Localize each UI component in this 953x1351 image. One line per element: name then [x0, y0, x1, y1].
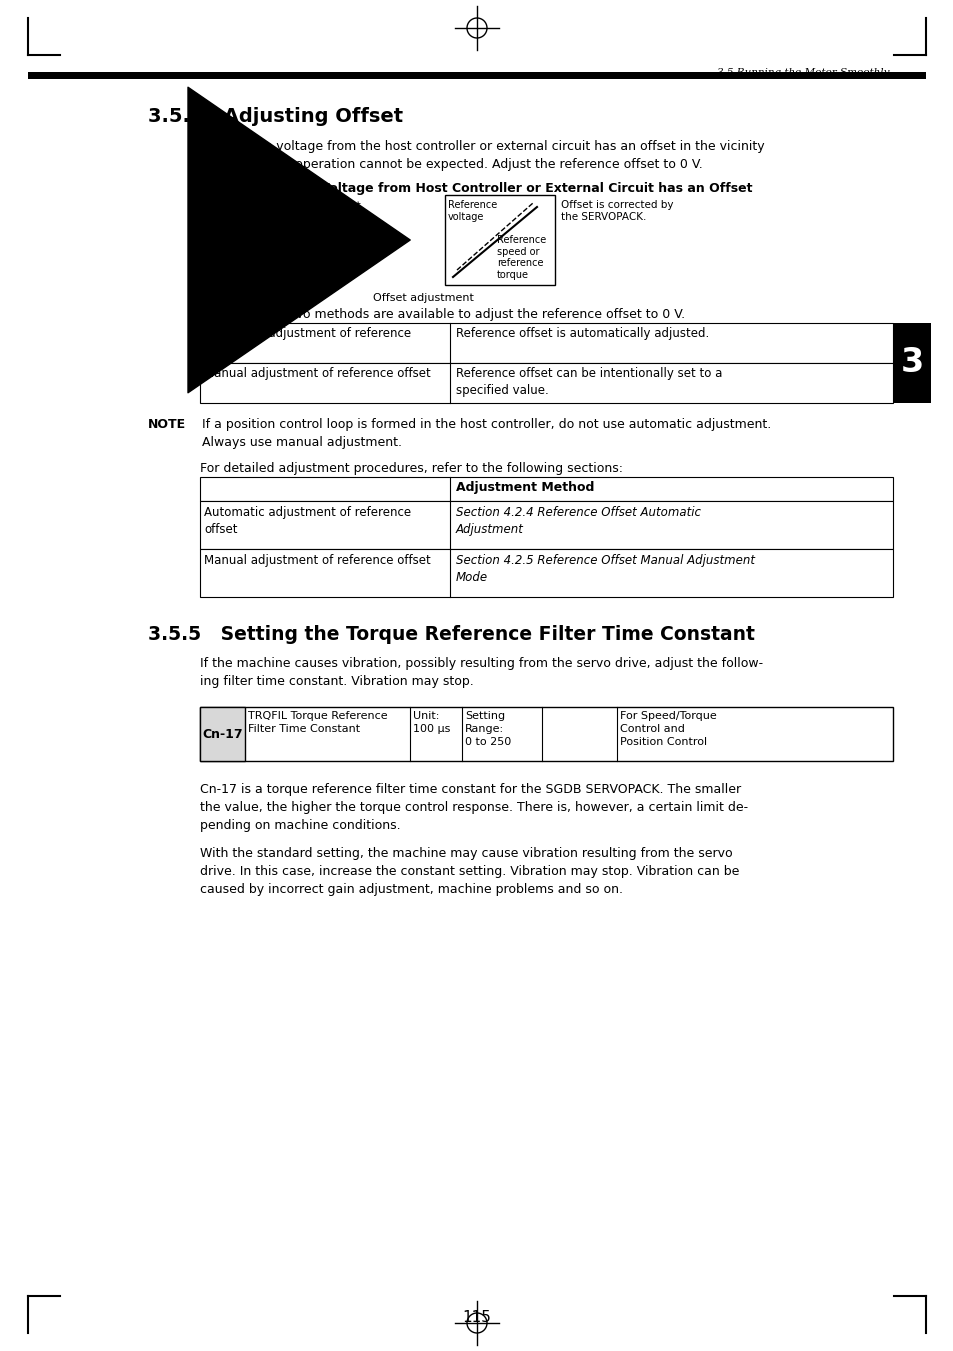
- Text: Adjustment Method: Adjustment Method: [456, 481, 594, 494]
- Text: Reference
speed or
reference
torque: Reference speed or reference torque: [497, 235, 546, 280]
- Text: Reference
voltage: Reference voltage: [218, 200, 267, 222]
- Text: Reference offset is automatically adjusted.: Reference offset is automatically adjust…: [456, 327, 708, 340]
- Text: For Speed/Torque
Control and
Position Control: For Speed/Torque Control and Position Co…: [619, 711, 716, 747]
- Text: Cn-17: Cn-17: [202, 727, 243, 740]
- Text: Cn-17 is a torque reference filter time constant for the SGDB SERVOPACK. The sma: Cn-17 is a torque reference filter time …: [200, 784, 747, 832]
- Text: Automatic adjustment of reference
offset: Automatic adjustment of reference offset: [204, 507, 411, 536]
- Text: Offset adjustment: Offset adjustment: [373, 293, 474, 303]
- Text: 3.5.4   Adjusting Offset: 3.5.4 Adjusting Offset: [148, 107, 403, 126]
- Text: With the standard setting, the machine may cause vibration resulting from the se: With the standard setting, the machine m…: [200, 847, 739, 896]
- Bar: [444, 195, 555, 285]
- Text: Offset: Offset: [329, 201, 360, 211]
- Text: Manual adjustment of reference offset: Manual adjustment of reference offset: [204, 554, 431, 567]
- Text: Section 4.2.4 Reference Offset Automatic
Adjustment: Section 4.2.4 Reference Offset Automatic…: [456, 507, 700, 536]
- Text: When Reference Voltage from Host Controller or External Circuit has an Offset: When Reference Voltage from Host Control…: [200, 182, 752, 195]
- Text: 115: 115: [462, 1310, 491, 1325]
- Bar: [200, 707, 892, 761]
- Text: For detailed adjustment procedures, refer to the following sections:: For detailed adjustment procedures, refe…: [200, 462, 622, 476]
- Text: If a position control loop is formed in the host controller, do not use automati: If a position control loop is formed in …: [202, 417, 770, 449]
- Text: Setting
Range:
0 to 250: Setting Range: 0 to 250: [464, 711, 511, 747]
- Text: TRQFIL Torque Reference
Filter Time Constant: TRQFIL Torque Reference Filter Time Cons…: [248, 711, 387, 734]
- Text: Automatic adjustment of reference
offset: Automatic adjustment of reference offset: [204, 327, 411, 357]
- Text: Reference
voltage: Reference voltage: [448, 200, 497, 222]
- Text: If reference voltage from the host controller or external circuit has an offset : If reference voltage from the host contr…: [200, 141, 763, 172]
- Text: Unit:
100 μs: Unit: 100 μs: [413, 711, 450, 734]
- Bar: [200, 501, 892, 549]
- Bar: [200, 477, 892, 501]
- Text: Reference
speed or
reference
torque: Reference speed or reference torque: [267, 235, 315, 280]
- Bar: [892, 323, 930, 403]
- Text: Manual adjustment of reference offset: Manual adjustment of reference offset: [204, 367, 431, 380]
- Text: NOTE: NOTE: [148, 417, 186, 431]
- Bar: [200, 707, 245, 761]
- Text: If the machine causes vibration, possibly resulting from the servo drive, adjust: If the machine causes vibration, possibl…: [200, 657, 762, 688]
- Text: Reference offset can be intentionally set to a
specified value.: Reference offset can be intentionally se…: [456, 367, 721, 397]
- Bar: [200, 323, 892, 363]
- Text: Section 4.2.5 Reference Offset Manual Adjustment
Mode: Section 4.2.5 Reference Offset Manual Ad…: [456, 554, 754, 584]
- Text: 3: 3: [900, 346, 923, 380]
- Text: Offset is corrected by
the SERVOPACK.: Offset is corrected by the SERVOPACK.: [560, 200, 673, 223]
- Text: 3.5.5   Setting the Torque Reference Filter Time Constant: 3.5.5 Setting the Torque Reference Filte…: [148, 626, 754, 644]
- Bar: [28, 72, 925, 78]
- Text: 3.5 Running the Motor Smoothly: 3.5 Running the Motor Smoothly: [717, 68, 889, 77]
- Text: The following two methods are available to adjust the reference offset to 0 V.: The following two methods are available …: [200, 308, 684, 322]
- Bar: [200, 363, 892, 403]
- Bar: [214, 195, 325, 285]
- Bar: [200, 549, 892, 597]
